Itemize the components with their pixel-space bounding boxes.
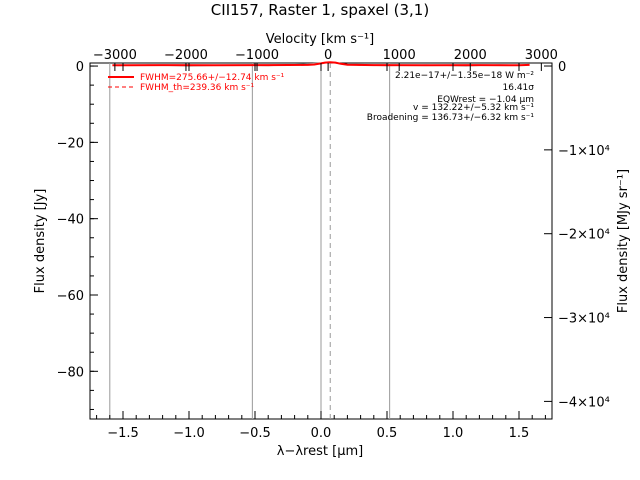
y-tick-right-label-2: −2×10⁴ [558,228,610,243]
y-tick-label-4: −80 [57,365,84,380]
y-tick-label-2: −40 [57,213,84,228]
annotations: 2.21e−17+/−1.35e−18 W m⁻² 16.41σ EQWrest… [367,71,535,123]
top-tick-label-1: −2000 [164,48,208,63]
annotation-eqw: EQWrest = −1.04 μm [437,95,534,105]
x-tick-label-5: 1.0 [443,426,464,441]
y-tick-right-label-4: −4×10⁴ [558,395,610,410]
top-tick-label-3: 0 [324,48,332,63]
x-tick-label-1: −1.0 [173,426,205,441]
x-tick-label-0: −1.5 [107,426,139,441]
y-tick-label-3: −60 [57,289,84,304]
y-tick-right-label-0: 0 [558,60,566,75]
series-line-0 [112,61,530,67]
x-tick-label-4: 0.5 [377,426,398,441]
legend-label-fwhm-th: FWHM_th=239.36 km s⁻¹ [140,83,255,93]
chart-title: CII157, Raster 1, spaxel (3,1) [211,1,429,19]
vertical-lines [109,63,391,419]
series-layer [112,61,530,67]
y-ticks-left: 0 −20 −40 −60 −80 [57,60,98,410]
x-ticks-top: −3000 −2000 −1000 0 1000 2000 3000 [93,48,558,71]
top-tick-label-6: 3000 [525,48,558,63]
y-tick-label-1: −20 [57,136,84,151]
y-tick-label-0: 0 [76,60,84,75]
top-tick-label-5: 2000 [454,48,487,63]
y-tick-right-label-1: −1×10⁴ [558,144,610,159]
x-tick-label-3: 0.0 [311,426,332,441]
top-tick-label-4: 1000 [383,48,416,63]
legend-label-fwhm: FWHM=275.66+/−12.74 km s⁻¹ [140,73,285,83]
top-tick-label-2: −1000 [235,48,279,63]
x-axis-label: λ−λrest [μm] [277,444,363,459]
x-axis-top-label: Velocity [km s⁻¹] [266,32,374,47]
annotation-velocity: v = 132.22+/−5.32 km s⁻¹ [413,103,534,113]
annotation-significance: 16.41σ [503,83,535,93]
x-tick-label-6: 1.5 [509,426,530,441]
y-axis-left-label: Flux density [Jy] [33,189,48,294]
annotation-broadening: Broadening = 136.73+/−6.32 km s⁻¹ [367,113,535,123]
y-tick-right-label-3: −3×10⁴ [558,312,610,327]
top-tick-label-0: −3000 [93,48,137,63]
x-tick-label-2: −0.5 [239,426,271,441]
x-ticks-bottom: −1.5 −1.0 −0.5 0.0 0.5 1.0 1.5 [96,63,546,441]
legend: FWHM=275.66+/−12.74 km s⁻¹ FWHM_th=239.3… [108,73,285,93]
annotation-flux: 2.21e−17+/−1.35e−18 W m⁻² [395,71,534,81]
y-ticks-right: 0 −1×10⁴ −2×10⁴ −3×10⁴ −4×10⁴ [544,60,610,410]
y-axis-right-label: Flux density [MJy sr⁻¹] [616,169,631,313]
